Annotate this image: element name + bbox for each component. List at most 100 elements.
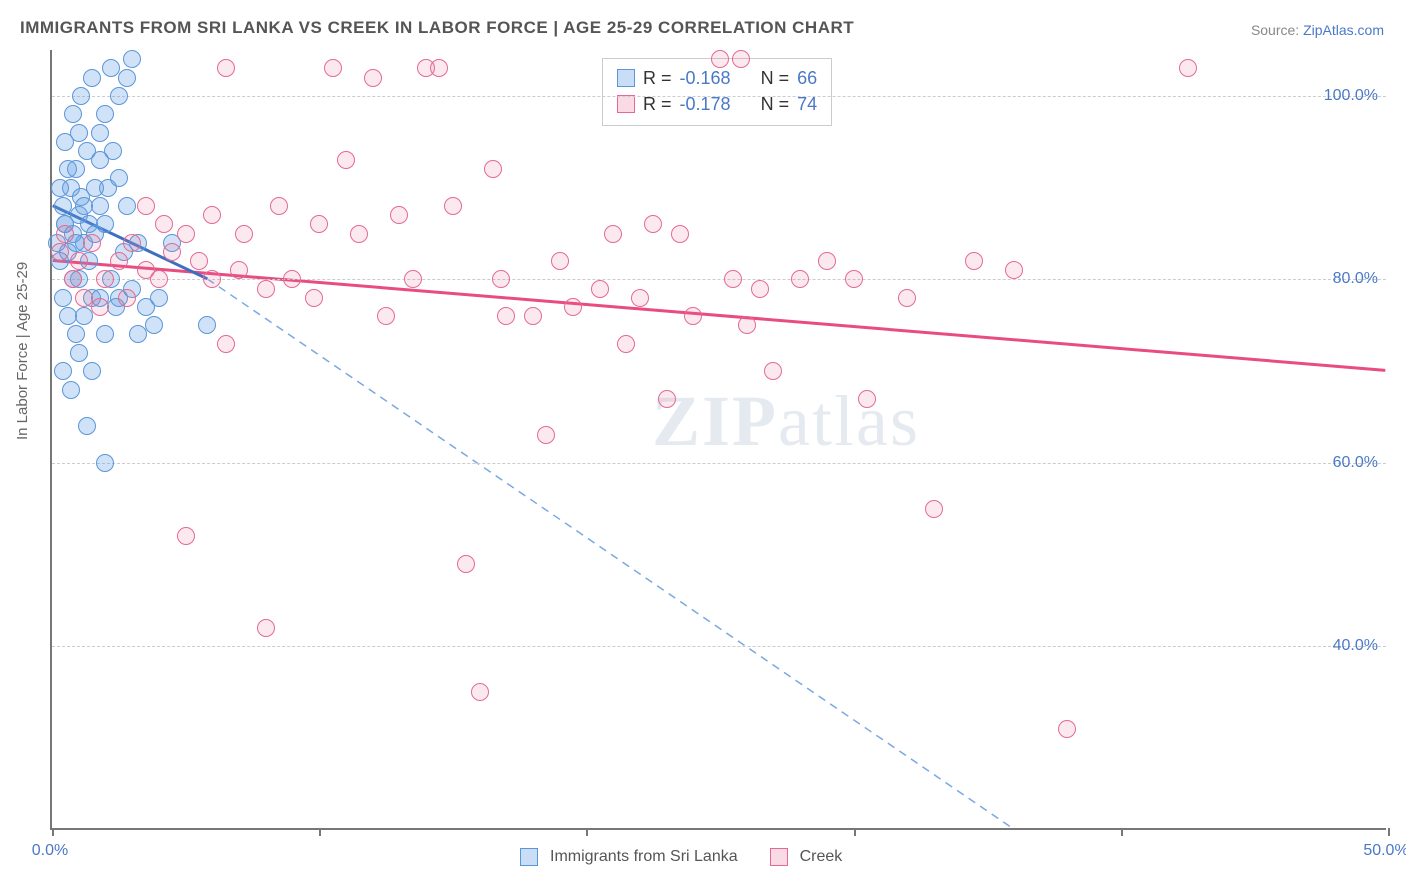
scatter-plot-area: ZIPatlas R = -0.168N = 66R = -0.178N = 7…	[50, 50, 1386, 830]
data-point-creek	[471, 683, 489, 701]
data-point-sri-lanka	[70, 124, 88, 142]
data-point-creek	[377, 307, 395, 325]
data-point-creek	[644, 215, 662, 233]
data-point-creek	[96, 270, 114, 288]
legend-series-label: Immigrants from Sri Lanka	[550, 848, 738, 866]
data-point-creek	[390, 206, 408, 224]
legend-r-value: -0.168	[680, 68, 731, 89]
legend-n-label: N =	[761, 68, 790, 89]
data-point-creek	[751, 280, 769, 298]
data-point-creek	[51, 243, 69, 261]
gridline	[52, 463, 1386, 464]
legend-swatch	[617, 69, 635, 87]
legend-row: R = -0.168N = 66	[617, 65, 817, 91]
data-point-creek	[203, 206, 221, 224]
legend-n-value: 66	[797, 68, 817, 89]
data-point-creek	[497, 307, 515, 325]
data-point-sri-lanka	[96, 325, 114, 343]
data-point-sri-lanka	[118, 69, 136, 87]
data-point-sri-lanka	[123, 50, 141, 68]
data-point-creek	[230, 261, 248, 279]
data-point-creek	[818, 252, 836, 270]
y-tick-label: 100.0%	[1324, 87, 1378, 105]
data-point-creek	[177, 527, 195, 545]
data-point-creek	[724, 270, 742, 288]
data-point-sri-lanka	[75, 197, 93, 215]
data-point-creek	[350, 225, 368, 243]
data-point-sri-lanka	[110, 169, 128, 187]
data-point-creek	[404, 270, 422, 288]
data-point-creek	[898, 289, 916, 307]
data-point-sri-lanka	[129, 325, 147, 343]
data-point-creek	[617, 335, 635, 353]
data-point-creek	[524, 307, 542, 325]
x-tick-label: 0.0%	[32, 842, 68, 860]
y-axis-label: In Labor Force | Age 25-29	[14, 262, 31, 440]
data-point-creek	[684, 307, 702, 325]
source-link[interactable]: ZipAtlas.com	[1303, 22, 1384, 38]
legend-series-label: Creek	[800, 848, 843, 866]
data-point-sri-lanka	[118, 197, 136, 215]
data-point-creek	[764, 362, 782, 380]
legend-swatch	[520, 848, 538, 866]
y-tick-label: 40.0%	[1333, 637, 1378, 655]
legend-swatch	[617, 95, 635, 113]
source-prefix: Source:	[1251, 22, 1303, 38]
data-point-sri-lanka	[198, 316, 216, 334]
data-point-sri-lanka	[62, 381, 80, 399]
data-point-creek	[70, 252, 88, 270]
data-point-creek	[738, 316, 756, 334]
x-tick	[854, 828, 856, 836]
data-point-creek	[484, 160, 502, 178]
gridline	[52, 279, 1386, 280]
data-point-sri-lanka	[54, 362, 72, 380]
data-point-creek	[1179, 59, 1197, 77]
data-point-sri-lanka	[110, 87, 128, 105]
data-point-sri-lanka	[96, 454, 114, 472]
source-attribution: Source: ZipAtlas.com	[1251, 22, 1384, 38]
data-point-creek	[631, 289, 649, 307]
data-point-creek	[492, 270, 510, 288]
watermark-light: atlas	[778, 381, 920, 461]
data-point-creek	[150, 270, 168, 288]
data-point-creek	[310, 215, 328, 233]
data-point-creek	[671, 225, 689, 243]
data-point-sri-lanka	[91, 197, 109, 215]
data-point-creek	[155, 215, 173, 233]
data-point-creek	[91, 298, 109, 316]
x-tick	[1388, 828, 1390, 836]
gridline	[52, 96, 1386, 97]
data-point-creek	[658, 390, 676, 408]
data-point-creek	[457, 555, 475, 573]
data-point-sri-lanka	[72, 87, 90, 105]
data-point-creek	[732, 50, 750, 68]
data-point-creek	[1058, 720, 1076, 738]
trend-line	[53, 261, 1386, 371]
data-point-sri-lanka	[70, 344, 88, 362]
data-point-creek	[56, 225, 74, 243]
data-point-creek	[337, 151, 355, 169]
data-point-creek	[791, 270, 809, 288]
x-tick-label: 50.0%	[1363, 842, 1406, 860]
data-point-creek	[537, 426, 555, 444]
data-point-creek	[123, 234, 141, 252]
data-point-sri-lanka	[91, 124, 109, 142]
data-point-creek	[965, 252, 983, 270]
data-point-creek	[190, 252, 208, 270]
data-point-sri-lanka	[96, 215, 114, 233]
data-point-creek	[1005, 261, 1023, 279]
data-point-creek	[858, 390, 876, 408]
data-point-creek	[217, 59, 235, 77]
data-point-creek	[845, 270, 863, 288]
x-tick	[586, 828, 588, 836]
data-point-creek	[75, 289, 93, 307]
data-point-sri-lanka	[150, 289, 168, 307]
data-point-creek	[270, 197, 288, 215]
data-point-creek	[110, 252, 128, 270]
x-tick	[319, 828, 321, 836]
data-point-sri-lanka	[86, 179, 104, 197]
data-point-creek	[283, 270, 301, 288]
data-point-creek	[118, 289, 136, 307]
data-point-sri-lanka	[64, 105, 82, 123]
data-point-creek	[64, 270, 82, 288]
